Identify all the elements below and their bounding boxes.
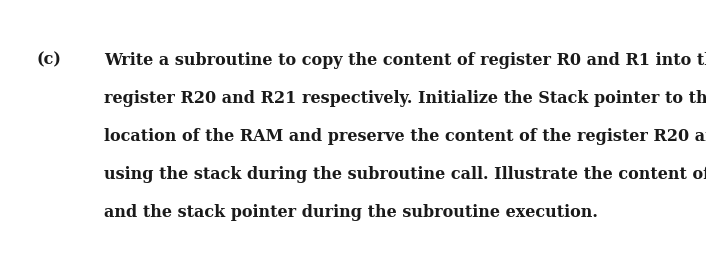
Text: and the stack pointer during the subroutine execution.: and the stack pointer during the subrout… bbox=[104, 204, 599, 221]
Text: Write a subroutine to copy the content of register R0 and R1 into the: Write a subroutine to copy the content o… bbox=[104, 52, 706, 69]
Text: using the stack during the subroutine call. Illustrate the content of the stack: using the stack during the subroutine ca… bbox=[104, 166, 706, 183]
Text: register R20 and R21 respectively. Initialize the Stack pointer to the last: register R20 and R21 respectively. Initi… bbox=[104, 90, 706, 107]
Text: (c): (c) bbox=[37, 52, 61, 69]
Text: location of the RAM and preserve the content of the register R20 and R21: location of the RAM and preserve the con… bbox=[104, 128, 706, 145]
